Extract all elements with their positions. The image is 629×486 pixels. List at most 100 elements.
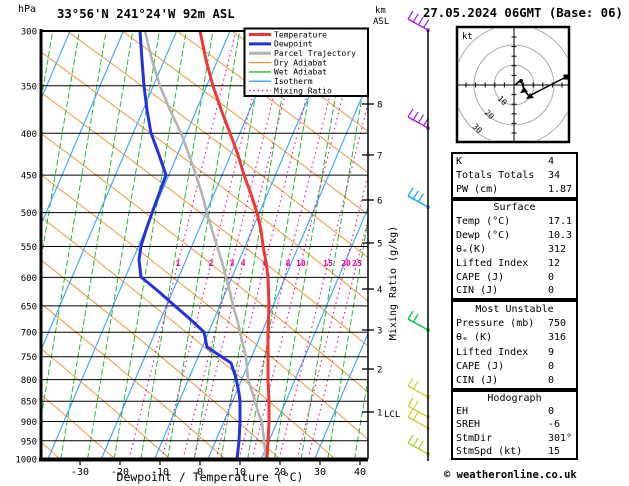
mixing-ratio-line (215, 31, 324, 459)
table-row-value: 0 (548, 406, 555, 418)
pressure-tick-label: 450 (21, 172, 37, 182)
table-row-label: CIN (J) (456, 375, 499, 387)
pressure-tick-label: 800 (21, 376, 37, 386)
table-row-label: SREH (456, 419, 481, 431)
km-tick-label: 3 (377, 327, 382, 337)
table-row: Lifted Index 9 (453, 347, 576, 358)
temp-tick-label: -10 (151, 467, 169, 478)
isotherm-line (314, 332, 368, 459)
mixing-ratio-value-label: 1 (176, 259, 181, 268)
pressure-tick-label: 700 (21, 329, 37, 339)
dry-adiabat-line (41, 132, 368, 393)
temp-tick-label: 0 (197, 467, 203, 478)
pressure-tick-label: 300 (21, 28, 37, 38)
pressure-tick-label: 650 (21, 302, 37, 312)
km-tick-label: 4 (377, 286, 382, 296)
dry-adiabat-line (66, 31, 368, 259)
isotherm-line (0, 31, 17, 459)
table-row-value: -6 (548, 419, 561, 431)
dry-adiabat-line (231, 31, 368, 132)
table-row: CAPE (J) 0 (453, 361, 576, 372)
temp-tick-label: 20 (274, 467, 286, 478)
km-tick-label: 5 (377, 240, 382, 250)
table-row-value: 15 (548, 445, 561, 457)
table-row-value: 0 (548, 285, 555, 297)
wet-adiabat-line (87, 31, 160, 459)
wet-adiabat-line (41, 31, 80, 263)
table-row-label: Lifted Index (456, 257, 529, 269)
table-row: CIN (J) 0 (453, 285, 576, 296)
table-row: Pressure (mb) 750 (453, 318, 576, 329)
temp-tick-label: -30 (71, 467, 89, 478)
wind-barb (407, 434, 430, 456)
hodograph-unit-label: kt (462, 32, 473, 42)
surface-table: Surface Temp (°C) 17.1 Dewp (°C) 10.3 θₑ(K) 31… (451, 199, 578, 300)
km-tick-label: 8 (377, 101, 382, 111)
table-row-value: 0 (548, 360, 555, 372)
pressure-tick-label: 1000 (15, 456, 37, 466)
temp-tick-label: 30 (314, 467, 326, 478)
table-row-label: Lifted Index (456, 346, 529, 358)
table-row: StmSpd (kt) 15 (453, 446, 576, 457)
table-row-label: Pressure (mb) (456, 317, 535, 329)
dry-adiabat-line (41, 393, 116, 459)
curve-temperature (198, 31, 271, 459)
hodograph-trace-arrow (520, 87, 528, 93)
table-row-value: 312 (548, 243, 567, 255)
table-row: θₑ (K) 316 (453, 332, 576, 343)
table-section-header: Surface (493, 202, 536, 214)
mixing-ratio-value-label: 2 (209, 259, 214, 268)
isotherm-line (41, 31, 124, 227)
table-row-label: CAPE (J) (456, 360, 505, 372)
table-row-label: Totals Totals (456, 169, 535, 181)
legend-label: Isotherm (274, 77, 313, 86)
pressure-tick-label: 550 (21, 243, 37, 253)
table-section-header: Most Unstable (475, 303, 554, 315)
pressure-tick-label: 750 (21, 353, 37, 363)
mixing-ratio-line (182, 31, 291, 459)
wet-adiabat-line (113, 31, 187, 459)
wet-adiabat-line (273, 31, 347, 459)
table-row-value: 9 (548, 346, 555, 358)
mixing-ratio-value-label: 25 (352, 259, 362, 268)
mixing-ratio-axis-label: Mixing Ratio (g/kg) (388, 226, 399, 340)
dry-adiabat-line (41, 91, 368, 347)
wind-barb (407, 187, 430, 209)
mixing-ratio-value-label: 3 (230, 259, 235, 268)
isotherm-line (100, 31, 284, 459)
table-row-value: 17.1 (548, 216, 573, 228)
table-row-value: 0 (548, 271, 555, 283)
km-tick-label: 6 (377, 197, 382, 207)
dry-adiabat-line (176, 31, 368, 174)
wind-barb (407, 310, 430, 332)
temp-tick-label: -20 (111, 467, 129, 478)
wet-adiabat-line (300, 58, 368, 459)
table-row: CIN (J) 0 (453, 375, 576, 386)
wet-adiabat-line (193, 31, 267, 459)
table-row-label: θₑ (K) (456, 332, 493, 344)
wet-adiabat-line (354, 375, 368, 459)
temp-tick-label: 10 (234, 467, 246, 478)
asl-unit-label: ASL (373, 17, 389, 27)
isotherm-line (154, 31, 338, 459)
table-row-value: 301° (548, 432, 573, 444)
table-row: CAPE (J) 0 (453, 272, 576, 283)
table-row: Lifted Index 12 (453, 258, 576, 269)
isotherm-line (47, 31, 231, 459)
table-row-value: 4 (548, 155, 555, 167)
mixing-ratio-value-label: 15 (323, 259, 333, 268)
table-row-label: CAPE (J) (456, 271, 505, 283)
wet-adiabat-line (327, 217, 368, 459)
mixing-ratio-value-label: 4 (241, 259, 246, 268)
curve-parcel-trajectory (143, 31, 268, 459)
mixing-ratio-value-label: 10 (296, 259, 306, 268)
wet-adiabat-line (220, 31, 294, 459)
table-row-label: CIN (J) (456, 285, 499, 297)
table-row: Dewp (°C) 10.3 (453, 230, 576, 241)
km-tick-label: 7 (377, 152, 382, 162)
wind-barb (407, 377, 430, 399)
indices-table: K 4 Totals Totals 34 PW (cm) 1.87 (451, 152, 578, 199)
legend-label: Dry Adiabat (274, 58, 327, 67)
